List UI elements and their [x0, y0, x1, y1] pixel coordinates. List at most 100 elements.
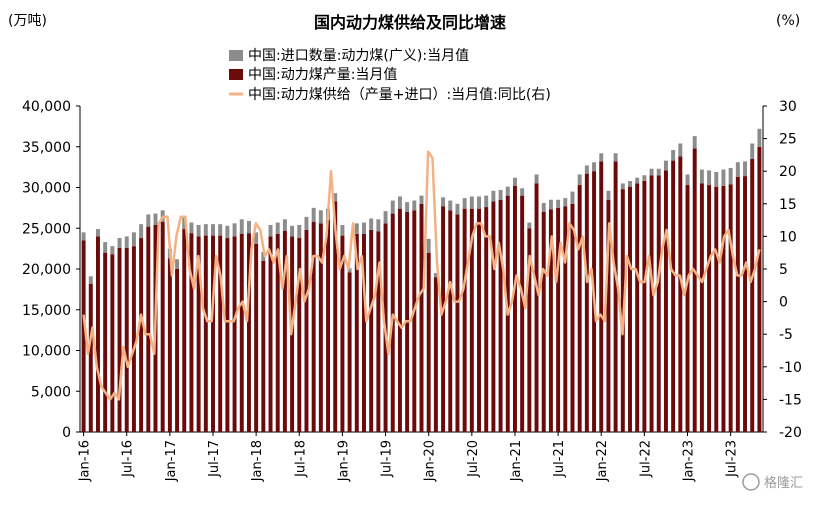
bar-production: [131, 246, 136, 432]
legend-swatch-imports: [229, 50, 243, 61]
bar-production: [333, 201, 338, 432]
x-tick-label: Jul-18: [293, 440, 308, 478]
bar-imports: [275, 222, 280, 234]
bar-production: [455, 214, 460, 432]
bar-production: [95, 236, 100, 432]
x-tick-label: Jan-18: [250, 440, 265, 482]
bar-imports: [663, 160, 668, 171]
bar-production: [340, 235, 345, 432]
bar-production: [117, 247, 122, 432]
watermark-logo-icon: [742, 473, 760, 491]
bar-production: [268, 236, 273, 432]
bar-imports: [110, 246, 115, 255]
bar-production: [448, 210, 453, 432]
bar-imports: [714, 172, 719, 187]
x-tick-label: Jul-19: [380, 440, 395, 478]
bar-imports: [649, 168, 654, 176]
x-tick-label: Jul-16: [121, 440, 136, 478]
bar-production: [160, 221, 165, 432]
bar-imports: [642, 175, 647, 181]
bar-production: [369, 229, 374, 432]
bar-production: [663, 170, 668, 432]
bar-production: [110, 254, 115, 432]
bar-production: [103, 252, 108, 432]
bar-production: [139, 238, 144, 432]
bar-imports: [182, 217, 187, 230]
bar-imports: [570, 191, 575, 204]
bar-imports: [728, 167, 733, 185]
bar-imports: [656, 168, 661, 176]
right-tick-label: 10: [779, 229, 797, 245]
bar-production: [469, 208, 474, 432]
bar-imports: [469, 196, 474, 209]
bar-production: [642, 180, 647, 432]
bar-imports: [448, 200, 453, 211]
bar-imports: [426, 238, 431, 253]
bar-imports: [520, 188, 525, 196]
bar-production: [527, 228, 532, 432]
x-tick-label: Jul-20: [466, 440, 481, 478]
bar-imports: [354, 223, 359, 234]
bar-production: [462, 208, 467, 432]
right-tick-label: 25: [779, 132, 797, 148]
bar-production: [225, 238, 230, 432]
x-tick-label: Jan-16: [78, 440, 93, 482]
bar-imports: [340, 224, 345, 236]
bar-production: [218, 235, 223, 432]
bar-production: [556, 207, 561, 432]
bar-imports: [131, 232, 136, 247]
x-tick-label: Jan-20: [423, 440, 438, 482]
bar-imports: [405, 202, 410, 212]
chart-title: 国内动力煤供给及同比增速: [314, 13, 506, 32]
bar-production: [146, 226, 151, 432]
left-axis-unit: (万吨): [8, 13, 47, 29]
bar-imports: [95, 229, 100, 237]
bar-imports: [333, 193, 338, 202]
right-tick-label: 0: [779, 295, 788, 311]
bar-imports: [124, 236, 129, 248]
right-tick-label: -20: [779, 425, 802, 441]
legend-item-production: 中国:动力煤产量:当月值: [229, 67, 397, 83]
x-tick-label: Jan-23: [682, 440, 697, 482]
bar-imports: [369, 218, 374, 230]
bar-imports: [390, 200, 395, 214]
bar-imports: [318, 210, 323, 224]
bar-imports: [153, 213, 158, 225]
bar-imports: [527, 222, 532, 229]
bar-imports: [628, 180, 632, 187]
bar-production: [584, 173, 589, 432]
bar-production: [189, 233, 194, 432]
bar-production: [318, 223, 323, 432]
bar-imports: [671, 150, 676, 161]
bar-imports: [304, 216, 309, 230]
right-tick-label: -5: [779, 327, 793, 343]
bar-imports: [455, 203, 460, 215]
bar-production: [246, 233, 251, 432]
bar-production: [649, 175, 654, 432]
bar-production: [124, 247, 129, 432]
bar-imports: [383, 211, 388, 224]
bar-production: [326, 220, 331, 432]
bar-production: [311, 221, 316, 432]
left-tick-label: 30,000: [22, 181, 71, 197]
bar-imports: [613, 153, 618, 162]
left-tick-label: 25,000: [22, 221, 71, 237]
bar-imports: [757, 128, 762, 147]
x-tick-label: Jan-22: [595, 440, 610, 482]
bar-production: [656, 175, 661, 432]
bar-imports: [232, 223, 237, 237]
bar-imports: [146, 214, 151, 227]
yoy-line: [82, 150, 761, 401]
bar-imports: [541, 202, 546, 212]
left-tick-label: 10,000: [22, 344, 71, 360]
watermark-text: 格隆汇: [764, 475, 803, 491]
bar-production: [354, 233, 359, 432]
legend-item-imports: 中国:进口数量:动力煤(广义):当月值: [229, 48, 469, 64]
bar-imports: [239, 219, 244, 234]
bar-production: [175, 269, 180, 432]
bar-production: [433, 277, 438, 432]
x-tick-label: Jul-23: [725, 440, 740, 478]
watermark: 格隆汇: [742, 473, 803, 491]
bar-production: [376, 231, 381, 432]
bar-imports: [577, 174, 582, 186]
